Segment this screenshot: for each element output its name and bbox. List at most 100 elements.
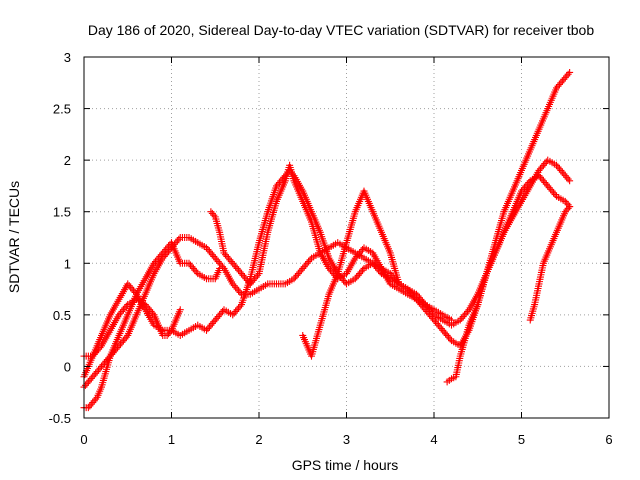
data-point [539, 177, 547, 185]
data-point [116, 340, 124, 348]
data-point [84, 378, 92, 386]
data-point [561, 208, 569, 216]
data-point [442, 330, 450, 338]
data-point [356, 249, 364, 257]
data-point [297, 266, 305, 274]
data-point [92, 395, 100, 403]
data-point [224, 254, 232, 262]
data-point [431, 318, 439, 326]
data-point [213, 256, 221, 264]
data-point [553, 84, 560, 92]
data-point [246, 280, 254, 288]
data-point [214, 258, 222, 266]
data-point [165, 330, 173, 338]
data-point [185, 259, 193, 267]
data-point [239, 271, 247, 279]
data-point [165, 247, 173, 255]
y-tick-label: 0 [64, 359, 71, 374]
y-tick-label: 2 [64, 153, 71, 168]
data-point [427, 313, 435, 321]
series-trace-g [443, 68, 574, 386]
x-axis-label: GPS time / hours [292, 457, 399, 473]
data-point [356, 270, 364, 278]
data-point [99, 361, 107, 369]
data-point [564, 70, 572, 78]
data-point [105, 354, 113, 362]
data-point [192, 268, 200, 276]
data-point [462, 309, 470, 317]
data-point [227, 258, 235, 266]
data-point [176, 306, 184, 314]
data-point [542, 180, 550, 188]
data-point [170, 240, 178, 248]
y-tick-labels: -0.5 0 0.5 1 1.5 2 2.5 3 [49, 50, 71, 426]
data-point [189, 264, 197, 272]
data-point [86, 402, 94, 410]
data-point [548, 187, 556, 195]
data-point [459, 313, 467, 321]
data-point [114, 344, 122, 352]
data-point [557, 79, 565, 87]
axis-ticks [83, 56, 610, 419]
data-point [446, 335, 454, 343]
data-point [555, 81, 563, 89]
data-point [550, 189, 558, 197]
data-point [220, 249, 228, 257]
data-point [219, 263, 227, 271]
data-point [439, 326, 447, 334]
data-point [325, 264, 333, 272]
data-point [188, 263, 196, 271]
data-point [563, 199, 571, 207]
data-point [214, 313, 222, 321]
data-point [353, 273, 361, 281]
data-point [115, 342, 123, 350]
data-point [561, 74, 569, 82]
grid [84, 57, 609, 418]
data-point [208, 209, 216, 217]
data-point [426, 311, 434, 319]
data-point [232, 283, 240, 291]
data-point [162, 251, 170, 259]
data-point [217, 309, 225, 317]
data-point [90, 397, 98, 405]
y-tick-label: -0.5 [49, 411, 71, 426]
data-point [93, 368, 101, 376]
data-point [121, 304, 129, 312]
data-point [251, 275, 259, 283]
data-point [111, 347, 119, 355]
data-point [354, 251, 362, 259]
data-point [159, 254, 167, 262]
x-tick-label: 5 [518, 432, 525, 447]
data-point [434, 321, 442, 329]
data-point [233, 264, 241, 272]
data-point [175, 235, 183, 243]
data-point [564, 204, 572, 212]
series-trace-d [80, 156, 574, 381]
data-point [538, 163, 546, 171]
data-point [541, 160, 549, 168]
data-point [81, 381, 89, 389]
data-point [539, 161, 547, 169]
data-point [353, 252, 361, 260]
y-tick-label: 0.5 [53, 308, 71, 323]
data-point [229, 311, 237, 319]
data-point [536, 173, 544, 181]
data-point [303, 259, 311, 267]
data-point [236, 268, 244, 276]
data-point [118, 338, 126, 346]
data-point [100, 359, 108, 367]
data-point [235, 266, 243, 274]
data-point [306, 256, 314, 264]
data-point [242, 275, 250, 283]
data-point [89, 373, 97, 381]
data-point [205, 247, 213, 255]
data-point [108, 350, 116, 358]
data-point [127, 283, 135, 291]
data-point [208, 251, 216, 259]
data-point [210, 252, 218, 260]
data-point [326, 266, 334, 274]
data-point [191, 266, 199, 274]
data-point [464, 307, 472, 315]
data-point [233, 306, 241, 314]
data-point [563, 173, 571, 181]
